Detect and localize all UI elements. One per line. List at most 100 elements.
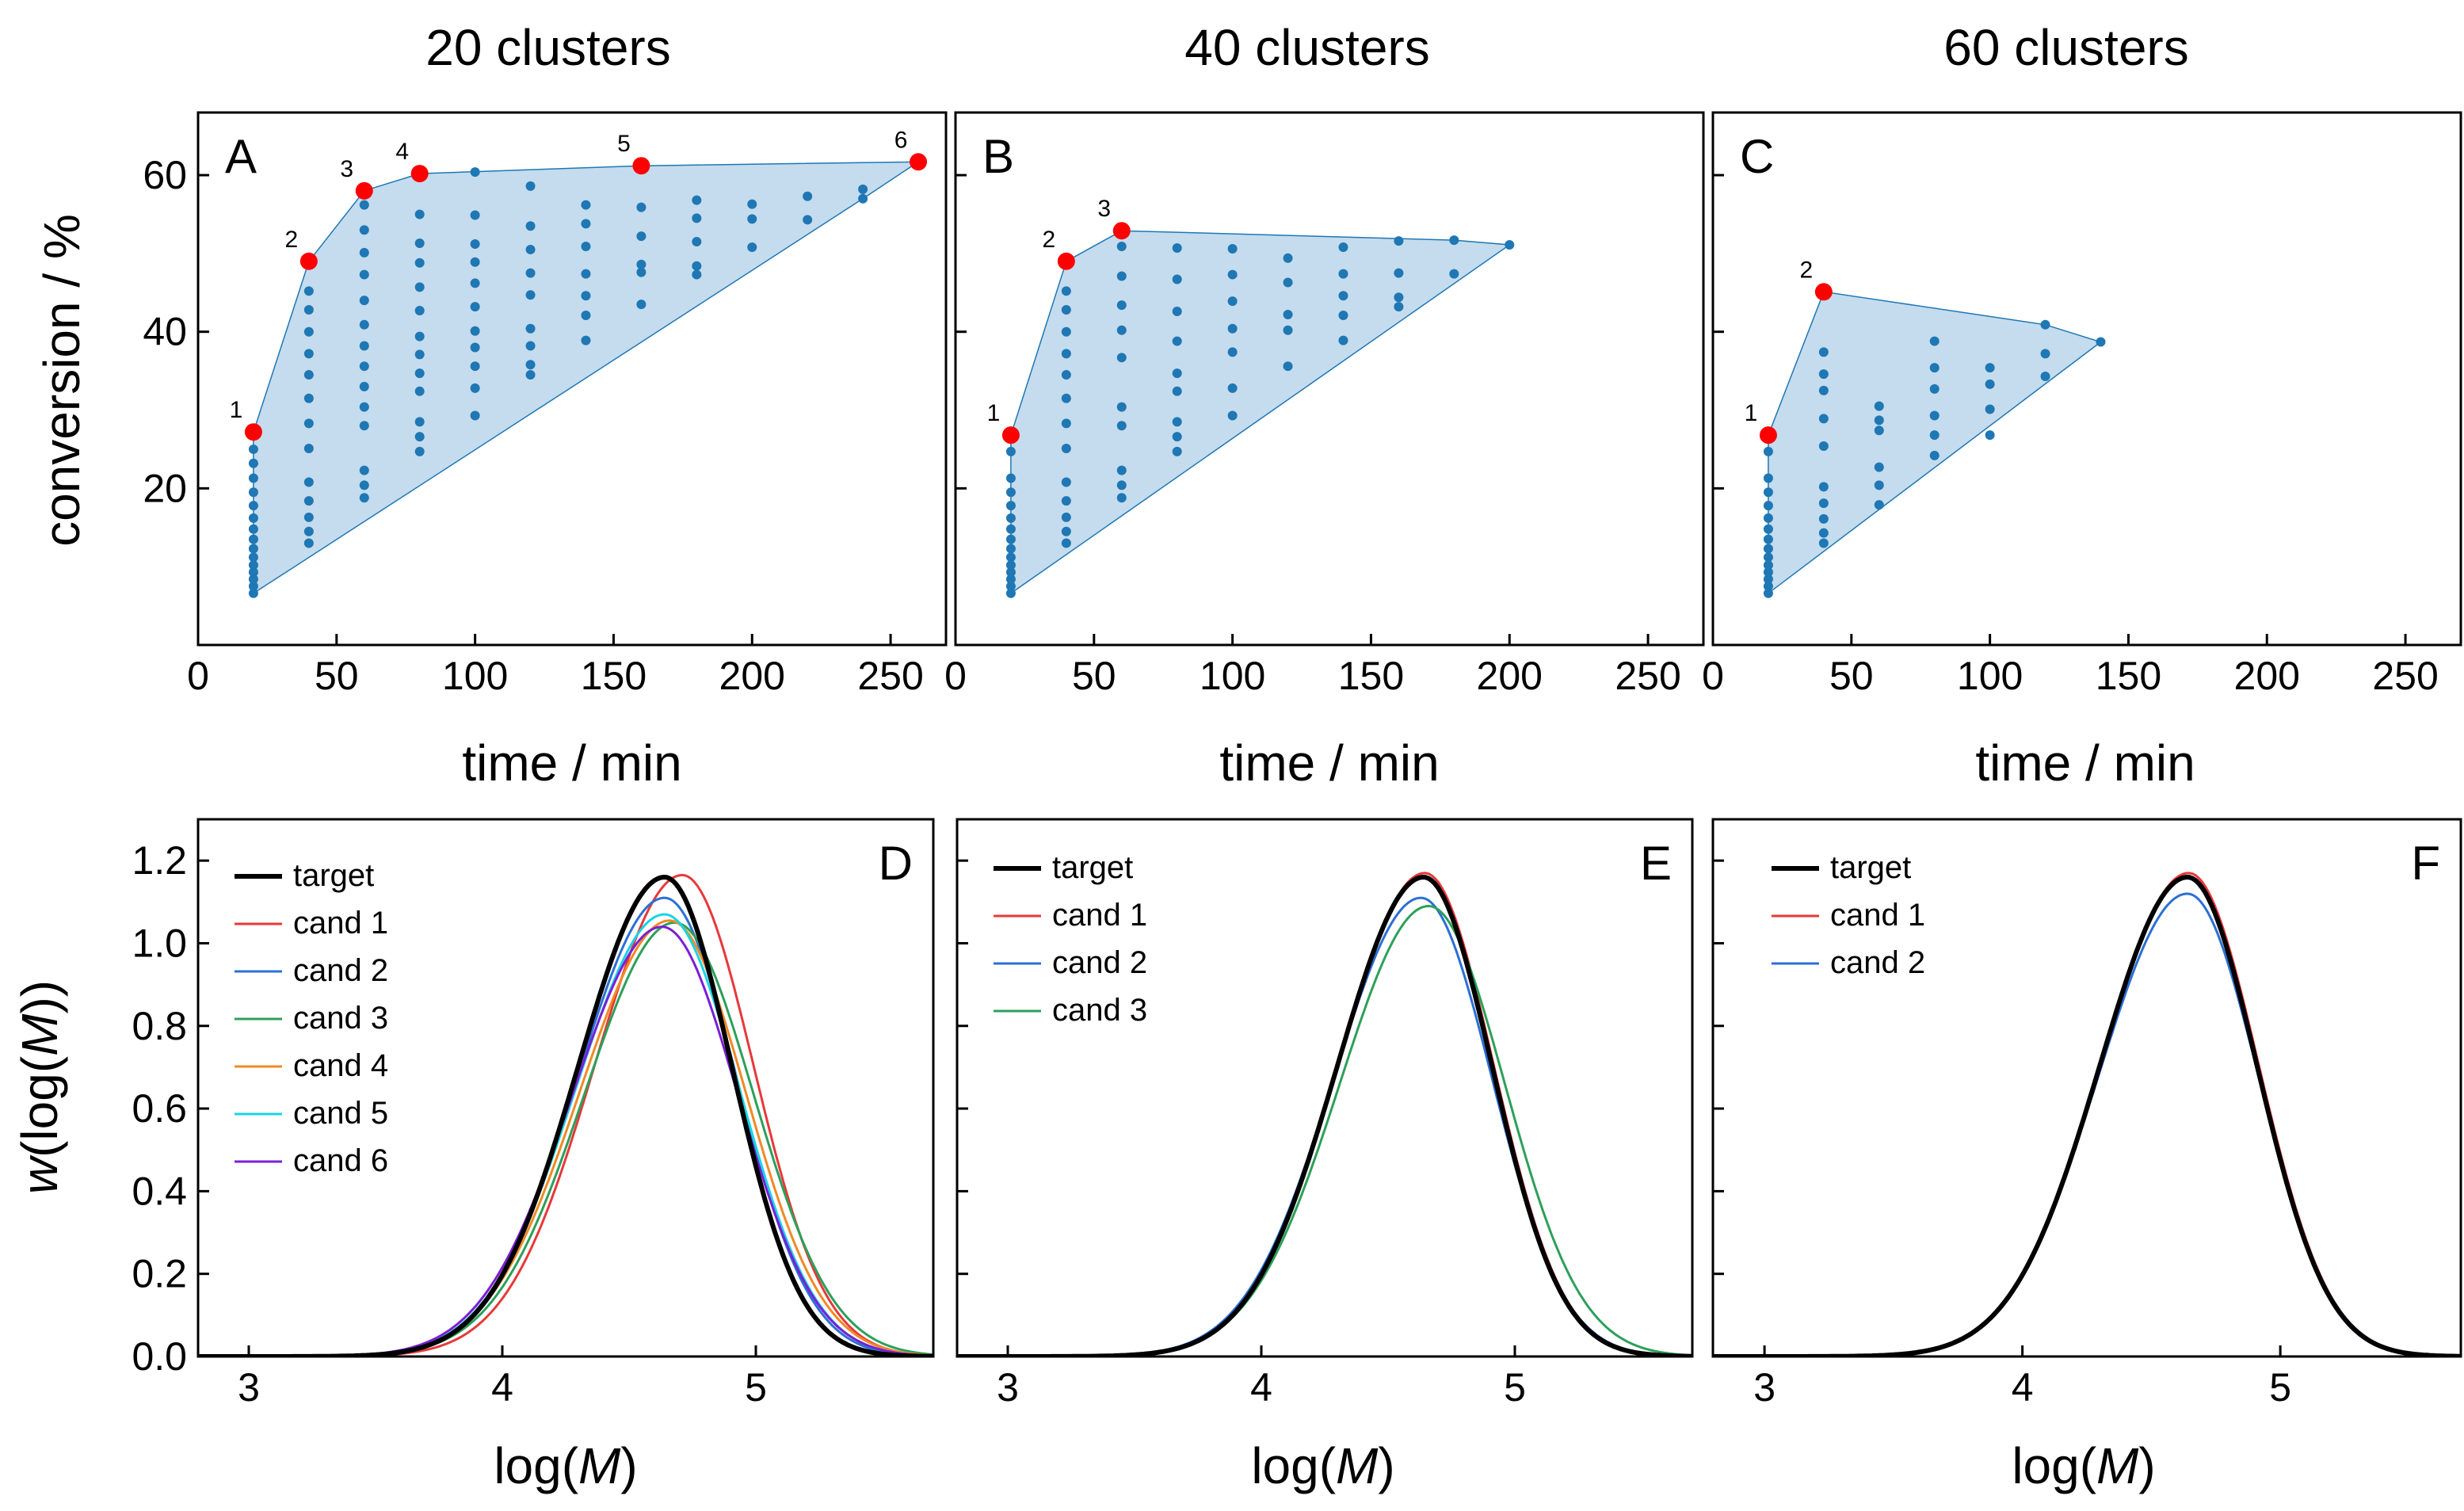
data-point-c-1-8 [1818,369,1829,380]
legend-label-f-cand2: cand 2 [1830,945,1925,980]
data-point-a-5-0 [525,370,536,380]
x-tick-label-c-1: 50 [1829,654,1874,698]
data-point-a-0-5 [248,552,258,563]
feasible-region-b [1010,230,1512,595]
data-point-a-2-3 [359,421,369,431]
data-point-a-0-4 [248,560,258,570]
x-tick-label-d-0: 3 [238,1365,260,1410]
data-point-a-3-1 [414,432,425,442]
data-point-a-7-2 [636,259,647,269]
data-point-a-5-2 [525,341,536,351]
data-point-c-5-0 [2040,372,2050,382]
data-point-a-4-2 [470,361,480,372]
legend-label-d-target: target [293,858,374,893]
candidate-label-a-4: 4 [395,139,409,165]
x-tick-label-b-3: 150 [1338,654,1404,698]
plot-frame-f [1711,818,2462,1358]
candidate-label-a-3: 3 [340,156,353,182]
x-axis-title-d-suffix: ) [620,1437,637,1494]
x-tick-label-a-3: 150 [581,654,647,698]
x-axis-title-f-var: M [2096,1437,2139,1494]
data-point-b-8-1 [1449,235,1459,246]
data-point-b-2-1 [1116,480,1127,490]
data-point-b-6-1 [1338,310,1348,320]
x-tick-label-e-2: 5 [1504,1365,1526,1410]
data-point-b-1-10 [1061,326,1071,337]
data-point-b-4-6 [1227,243,1238,254]
x-tick-label-a-1: 50 [315,654,359,698]
y-axis-title-mid: (log( [11,1056,68,1158]
data-point-c-1-3 [1818,498,1829,509]
data-point-c-0-9 [1763,513,1773,523]
candidate-point-a-1 [244,423,262,441]
y-axis-title-var: M [11,1013,68,1056]
x-tick-label-d-2: 5 [745,1365,767,1410]
data-point-a-4-5 [470,302,480,312]
data-point-a-1-2 [303,512,314,522]
data-point-a-2-13 [359,200,369,210]
data-point-b-0-2 [1005,574,1016,584]
data-point-a-7-3 [636,231,647,242]
data-point-a-1-10 [303,326,314,337]
data-point-a-2-0 [359,493,369,503]
plot-frame-b [954,111,1705,647]
x-tick-label-b-4: 200 [1477,654,1543,698]
data-point-b-5-0 [1283,361,1293,372]
x-axis-title-e-var: M [1336,1437,1379,1494]
data-point-b-0-5 [1005,552,1016,563]
data-point-a-1-9 [303,349,314,359]
legend-label-e-target: target [1052,850,1133,885]
x-axis-title-panel-c: time / min [1975,735,2195,792]
data-point-a-4-6 [470,278,480,288]
data-point-c-2-0 [1874,500,1884,510]
x-tick-label-a-5: 250 [857,654,923,698]
candidate-label-c-2: 2 [1800,257,1814,283]
legend-label-e-cand2: cand 2 [1052,945,1147,980]
data-point-c-3-5 [1929,336,1940,346]
data-point-b-2-2 [1116,465,1127,475]
y-axis-title-end: )) [11,980,68,1014]
x-axis-title-panel-d: log(M) [494,1437,637,1494]
y-tick-label-d-6: 1.2 [132,838,187,883]
data-point-a-2-4 [359,402,369,412]
data-point-c-0-0 [1763,588,1773,598]
data-point-a-4-0 [470,410,480,421]
candidate-label-b-2: 2 [1043,227,1056,253]
data-point-a-5-1 [525,360,536,370]
plot-frame-d [196,818,935,1358]
data-point-a-2-9 [359,296,369,306]
y-axis-title-weight: w(log(M)) [11,980,68,1194]
data-point-a-10-0 [803,215,813,225]
x-tick-label-f-1: 4 [2012,1365,2034,1410]
x-tick-label-d-1: 4 [491,1365,513,1410]
candidate-label-b-1: 1 [987,400,1001,426]
data-point-c-1-9 [1818,347,1829,357]
data-point-b-1-3 [1061,496,1071,506]
candidate-point-c-2 [1814,283,1833,301]
data-point-c-3-2 [1929,410,1940,421]
data-point-c-1-5 [1818,441,1829,451]
data-point-a-4-8 [470,239,480,250]
data-point-a-0-11 [248,487,258,498]
data-point-b-0-12 [1005,473,1016,483]
data-point-b-4-1 [1227,383,1238,393]
data-point-c-3-3 [1929,383,1940,394]
data-point-b-3-1 [1172,432,1182,442]
plot-frame-c [1711,111,2462,647]
data-point-a-5-4 [525,290,536,300]
plot-frame-a [196,111,948,647]
y-axis-title-conversion: conversion / % [33,214,90,547]
x-axis-title-panel-a: time / min [462,735,681,792]
data-point-c-0-11 [1763,487,1773,498]
data-point-c-5-1 [2040,349,2050,359]
x-tick-label-c-0: 0 [1702,654,1724,698]
data-point-a-5-8 [525,181,536,191]
x-tick-label-b-0: 0 [944,654,967,698]
data-point-a-1-6 [303,418,314,429]
data-point-a-0-0 [248,588,258,598]
data-point-a-3-4 [414,368,425,379]
y-tick-label-a-1: 40 [143,310,187,354]
x-axis-title-panel-f: log(M) [2012,1437,2155,1494]
data-point-b-1-6 [1061,418,1071,429]
